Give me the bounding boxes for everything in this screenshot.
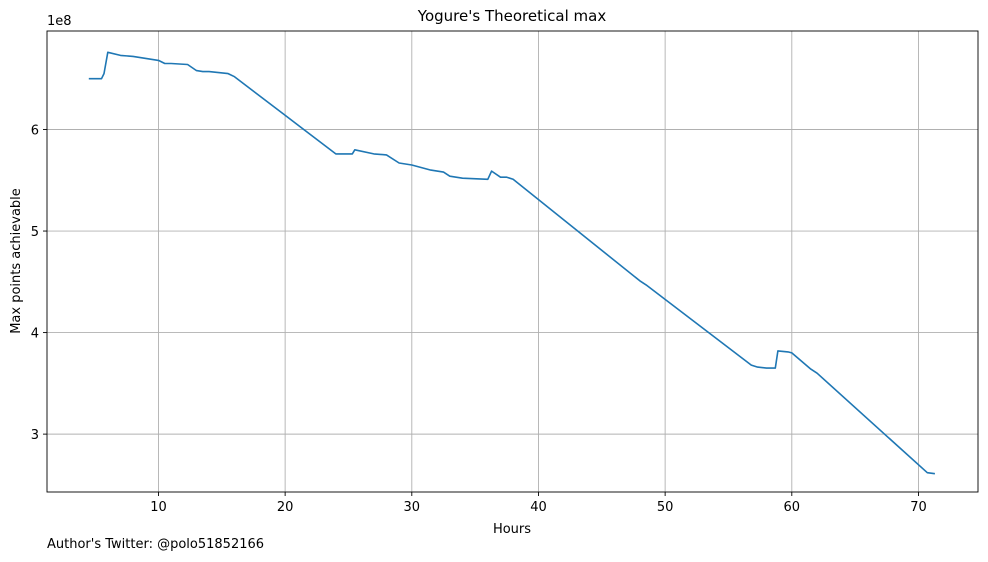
x-tick-label: 60	[784, 500, 801, 515]
y-multiplier-label: 1e8	[47, 14, 72, 29]
author-credit: Author's Twitter: @polo51852166	[47, 537, 265, 552]
x-tick-label: 70	[910, 500, 927, 515]
y-axis-label: Max points achievable	[9, 188, 24, 334]
x-tick-label: 40	[530, 500, 547, 515]
ticks: 10 20 30 40 50 60 70 3 4 5 6	[31, 123, 927, 515]
x-axis-label: Hours	[493, 522, 531, 537]
y-tick-label: 6	[31, 123, 39, 138]
series-line	[88, 51, 936, 475]
y-tick-label: 3	[31, 428, 39, 443]
y-tick-label: 4	[31, 327, 39, 342]
x-tick-label: 10	[150, 500, 167, 515]
chart-title: Yogure's Theoretical max	[417, 7, 607, 25]
x-tick-label: 50	[657, 500, 674, 515]
x-tick-label: 30	[404, 500, 421, 515]
y-tick-label: 5	[31, 225, 39, 240]
plot-frame	[46, 30, 979, 493]
x-tick-label: 20	[277, 500, 294, 515]
grid	[47, 31, 978, 492]
